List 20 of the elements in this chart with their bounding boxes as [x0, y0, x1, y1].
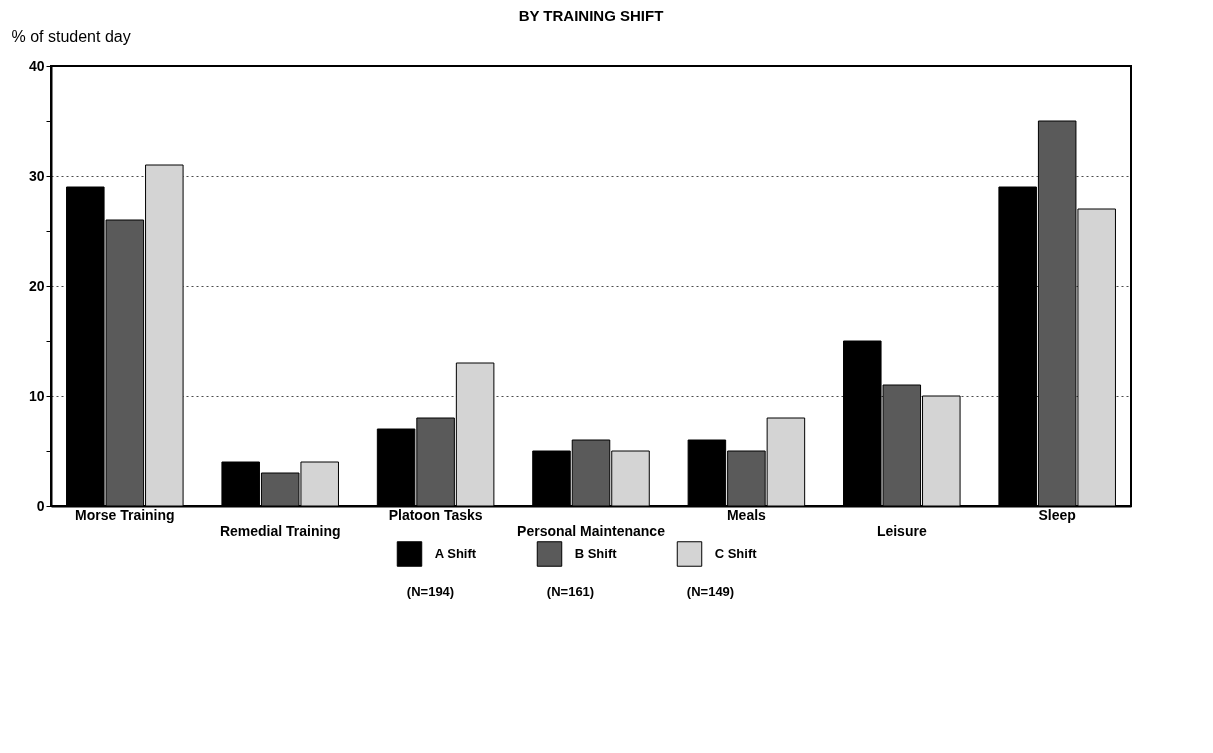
x-tick-label: Leisure: [876, 522, 927, 539]
legend-label: B Shift: [574, 546, 618, 561]
text: (N=149): [686, 584, 735, 599]
legend-label: C Shift: [714, 546, 758, 561]
text: (N=194): [406, 584, 455, 599]
x-tick-label: Meals: [726, 506, 767, 523]
x-tick-label: Platoon Tasks: [388, 506, 483, 523]
x-tick-label: Personal Maintenance: [517, 522, 666, 539]
y-tick-label: 40: [28, 57, 45, 74]
x-tick-label: Remedial Training: [219, 522, 341, 539]
y-tick-label: 10: [28, 387, 45, 404]
x-tick-label: Morse Training: [75, 506, 175, 523]
legend-label: A Shift: [434, 546, 477, 561]
y-tick-label: 20: [28, 277, 45, 294]
x-tick-label: Sleep: [1038, 506, 1076, 523]
text: (N=161): [546, 584, 595, 599]
y-tick-label: 0: [36, 497, 45, 514]
y-tick-label: 30: [28, 167, 45, 184]
y-axis-title: % of student day: [11, 27, 131, 45]
chart-title: BY TRAINING SHIFT: [518, 7, 664, 24]
